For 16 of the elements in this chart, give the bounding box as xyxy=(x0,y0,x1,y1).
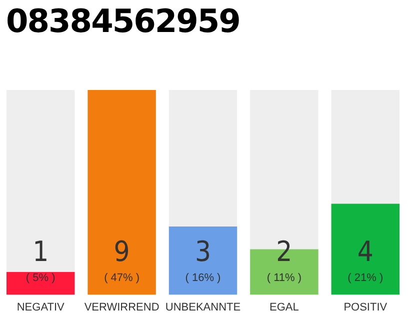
data-label: 3 xyxy=(194,234,212,268)
annotation: ( 47% ) xyxy=(104,272,140,284)
annotation: ( 11% ) xyxy=(266,272,302,284)
data-label: 1 xyxy=(32,234,49,268)
x-tick-label: UNBEKANNTE xyxy=(165,301,241,314)
x-tick-label: POSITIV xyxy=(344,301,388,314)
x-tick-label: NEGATIV xyxy=(16,301,65,314)
chart-title: 08384562959 xyxy=(6,2,240,40)
x-tick-label: EGAL xyxy=(270,301,299,314)
annotation: ( 5% ) xyxy=(26,272,56,284)
annotation: ( 16% ) xyxy=(185,272,221,284)
data-label: 9 xyxy=(114,234,130,268)
x-tick-label: VERWIRREND xyxy=(84,301,160,314)
bar xyxy=(6,272,75,295)
data-label: 4 xyxy=(357,234,374,268)
annotation: ( 21% ) xyxy=(348,272,384,284)
